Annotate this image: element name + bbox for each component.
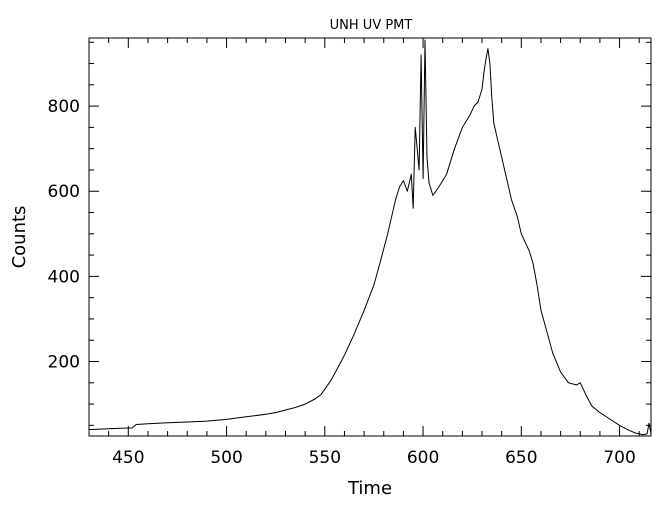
plot-frame: [88, 37, 652, 437]
x-axis-ticks: [88, 38, 640, 436]
y-tick-label: 600: [48, 182, 80, 202]
y-axis-ticks: [89, 41, 651, 426]
y-tick-label: 200: [48, 353, 80, 373]
x-tick-label: 700: [603, 448, 635, 468]
y-tick-label: 400: [48, 267, 80, 287]
y-axis-label: Counts: [9, 206, 30, 269]
x-tick-label: 500: [210, 448, 242, 468]
y-axis-tick-labels: 200 400 600 800: [48, 97, 80, 372]
y-tick-label: 800: [48, 97, 80, 117]
x-tick-label: 450: [112, 448, 144, 468]
x-tick-label: 650: [505, 448, 537, 468]
x-tick-label: 600: [407, 448, 439, 468]
x-axis-tick-labels: 450 500 550 600 650 700: [112, 448, 636, 468]
series-line-counts: [88, 39, 652, 436]
chart-title: UNH UV PMT: [330, 18, 413, 33]
x-axis-label: Time: [347, 478, 392, 499]
x-tick-label: 550: [309, 448, 341, 468]
